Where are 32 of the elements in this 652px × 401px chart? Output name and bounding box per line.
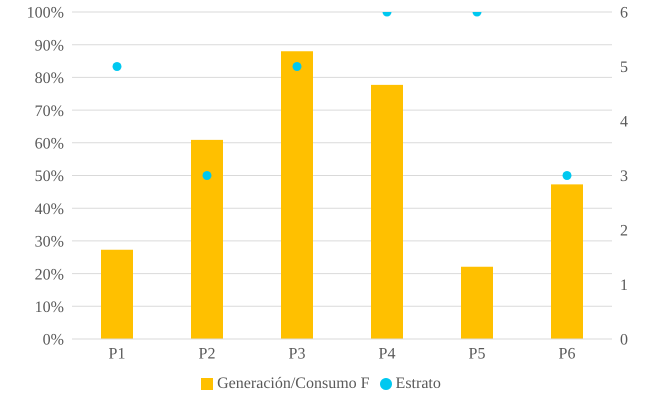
y-tick-label: 80% [34,70,64,88]
y-tick-label: 90% [34,37,64,54]
y-tick-label: 10% [34,298,64,316]
legend-label: Estrato [396,375,441,392]
x-tick-label: P2 [198,345,216,362]
y-tick-label: 70% [34,102,64,120]
y2-tick-label: 4 [620,114,628,131]
x-tick-label: P5 [468,345,486,362]
y-tick-label: 50% [34,168,64,186]
x-tick-label: P3 [288,345,306,362]
y-tick-label: 0% [42,332,64,349]
y-tick-label: 40% [34,200,64,218]
y-tick-label: 60% [34,135,64,152]
y2-tick-label: 1 [620,277,628,294]
y2-tick-label: 6 [620,4,628,22]
x-tick-label: P6 [558,345,576,362]
y2-tick-label: 3 [620,168,628,186]
y-tick-label: 20% [34,266,64,284]
x-tick-label: P4 [378,345,396,362]
y-tick-label: 100% [26,4,64,22]
bar [461,266,493,339]
y-tick-label: 30% [34,234,64,251]
bar [281,51,313,339]
y2-tick-label: 2 [620,222,628,240]
y2-tick-label: 0 [620,332,628,349]
legend-label: Generación/Consumo F [217,375,370,392]
bar [371,84,403,339]
x-tick-label: P1 [108,345,126,362]
bar [191,140,223,339]
bar [551,184,583,339]
bar [101,250,133,339]
y2-tick-label: 5 [620,59,628,76]
